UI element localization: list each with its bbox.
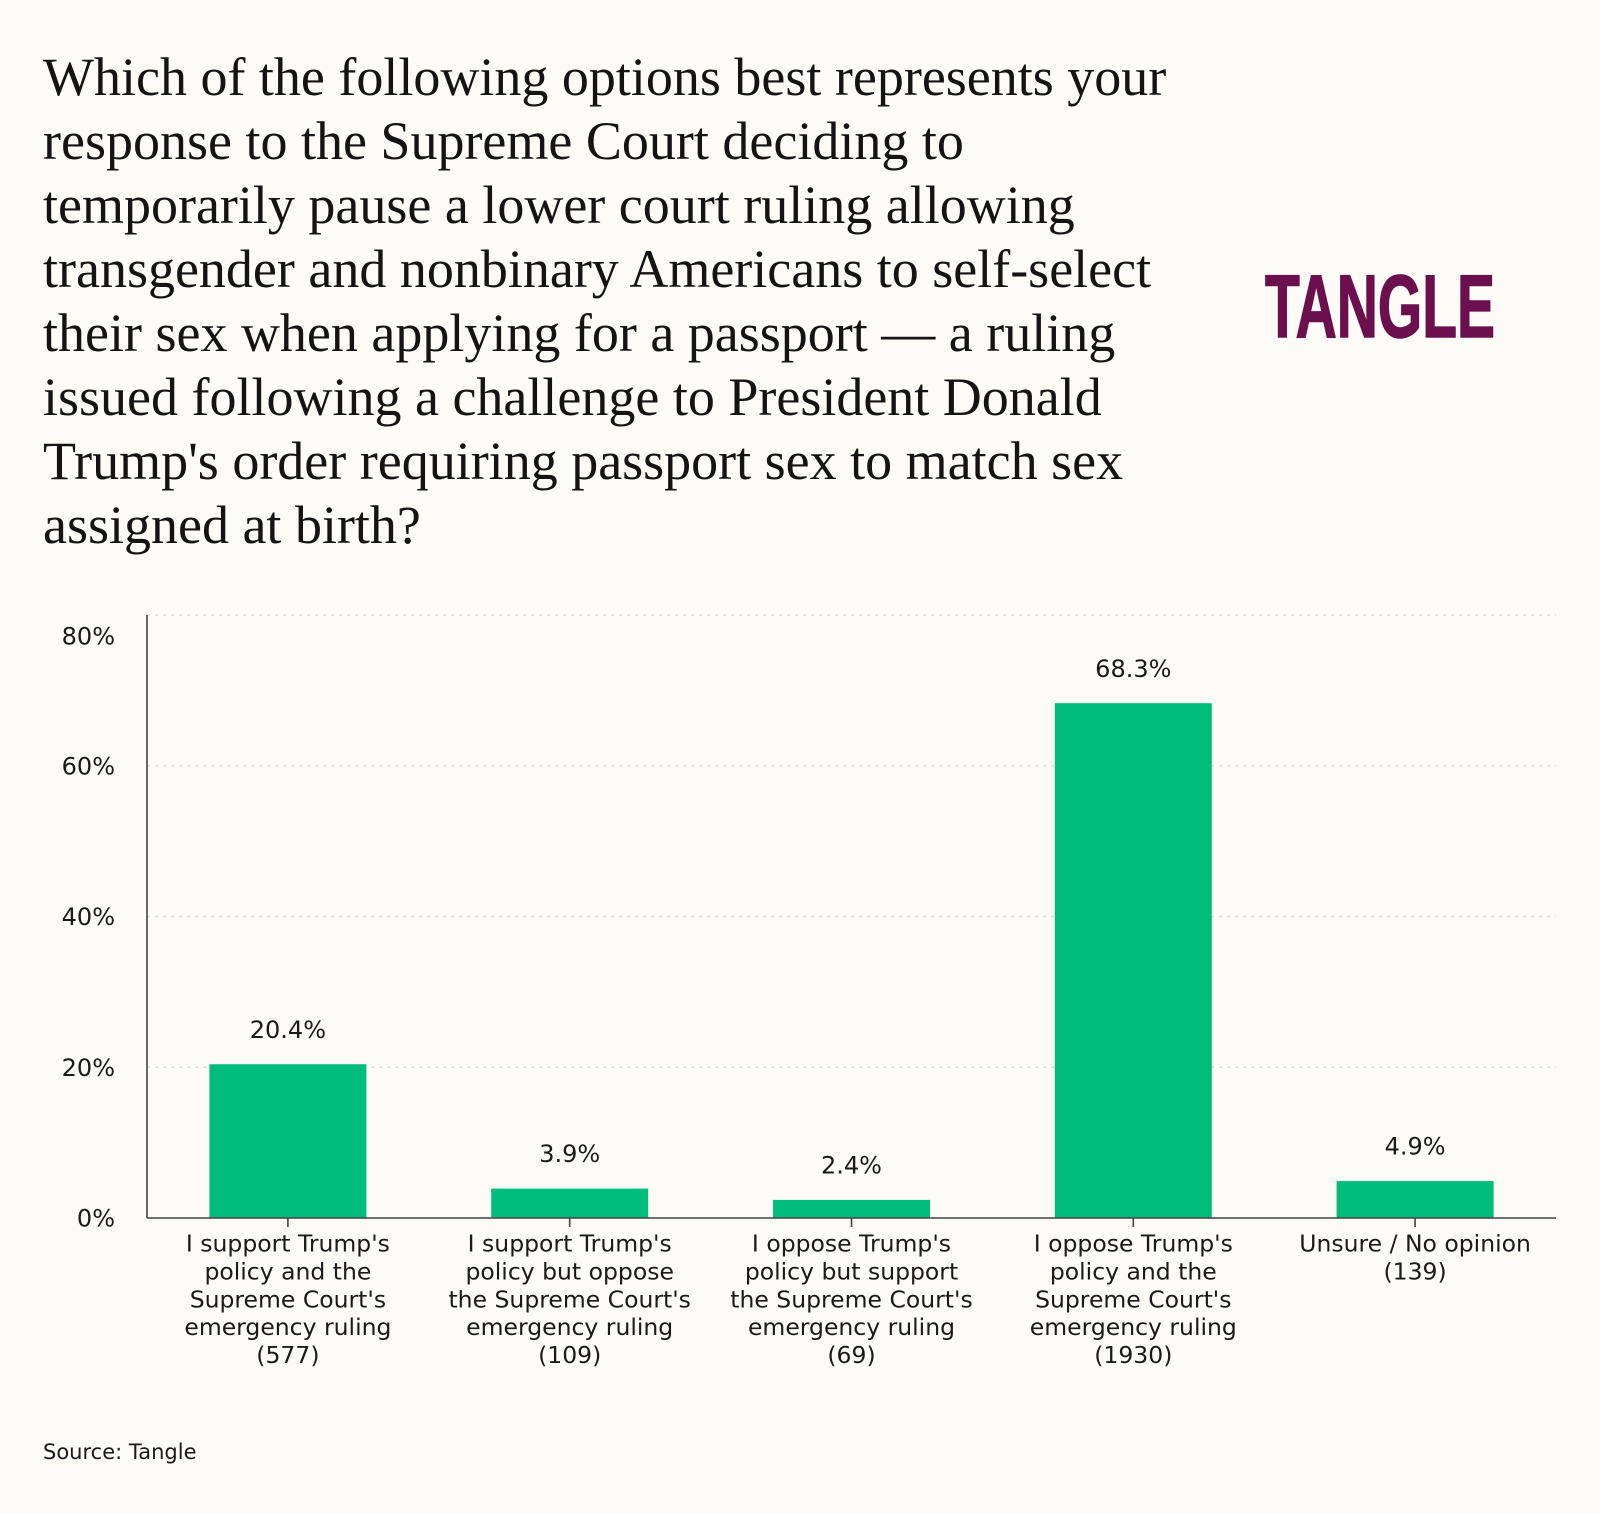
chart-title-line: response to the Supreme Court deciding t… [43, 111, 964, 171]
chart-title-line: assigned at birth? [43, 495, 421, 555]
category-label-line: policy but oppose [465, 1257, 673, 1285]
bar [773, 1199, 930, 1218]
category-label: I support Trump's policy and the Supreme C… [184, 1230, 391, 1370]
category-label-line: emergency ruling [748, 1313, 955, 1341]
category-label-line: policy but support [745, 1257, 958, 1285]
category-label: Unsure / No opinion (139) [1299, 1230, 1531, 1286]
source-note: Source: Tangle [43, 1440, 197, 1464]
bar-value-label: 3.9% [539, 1140, 600, 1168]
category-label-line: Supreme Court's [190, 1285, 386, 1313]
category-label: I support Trump's policy but oppose the Su… [448, 1230, 690, 1370]
category-label-line: I oppose Trump's [752, 1230, 951, 1258]
category-label-line: policy and the [204, 1257, 371, 1285]
category-label-line: Unsure / No opinion [1299, 1230, 1531, 1258]
bar-value-label: 20.4% [250, 1016, 326, 1044]
category-label-line: (109) [538, 1341, 601, 1369]
bar [1336, 1181, 1494, 1218]
category-label-line: (1930) [1094, 1341, 1172, 1369]
chart-title-line: temporarily pause a lower court ruling a… [43, 175, 1075, 235]
chart-title-line: Which of the following options best repr… [43, 47, 1167, 107]
chart-title: Which of the following options best repr… [43, 45, 1166, 557]
bar [1054, 703, 1212, 1218]
chart-title-line: their sex when applying for a passport —… [43, 303, 1116, 363]
category-label: I oppose Trump's policy but support the Su… [730, 1230, 972, 1370]
tangle-logo: TANGLE [1264, 268, 1496, 344]
category-label-line: I support Trump's [186, 1230, 390, 1258]
y-tick-label: 40% [62, 903, 115, 931]
y-tick-label: 0% [77, 1205, 115, 1233]
bar-value-label: 4.9% [1385, 1133, 1446, 1161]
chart-title-line: issued following a challenge to Presiden… [43, 367, 1102, 427]
category-label-line: emergency ruling [466, 1313, 673, 1341]
category-label-line: Supreme Court's [1035, 1285, 1231, 1313]
category-label-line: I oppose Trump's [1034, 1230, 1233, 1258]
bar [209, 1064, 367, 1218]
category-label-line: (69) [827, 1341, 875, 1369]
category-label-line: the Supreme Court's [448, 1285, 690, 1313]
category-label-line: I support Trump's [468, 1230, 672, 1258]
y-tick-label: 60% [62, 752, 115, 780]
category-label-line: emergency ruling [184, 1313, 391, 1341]
bar-value-label: 2.4% [821, 1152, 882, 1180]
category-label-line: policy and the [1050, 1257, 1217, 1285]
category-label: I oppose Trump's policy and the Supreme Co… [1030, 1230, 1237, 1370]
category-label-line: (577) [256, 1341, 319, 1369]
logo-wordmark: TANGLE [1265, 268, 1495, 344]
category-label-line: the Supreme Court's [730, 1285, 972, 1313]
category-label-line: emergency ruling [1030, 1313, 1237, 1341]
chart-title-line: Trump's order requiring passport sex to … [43, 431, 1124, 491]
y-tick-label: 20% [62, 1054, 115, 1082]
bar-value-label: 68.3% [1095, 655, 1171, 683]
chart-title-line: transgender and nonbinary Americans to s… [43, 239, 1152, 299]
y-tick-label: 80% [62, 623, 115, 651]
bar [491, 1188, 649, 1218]
category-label-line: (139) [1383, 1257, 1446, 1285]
